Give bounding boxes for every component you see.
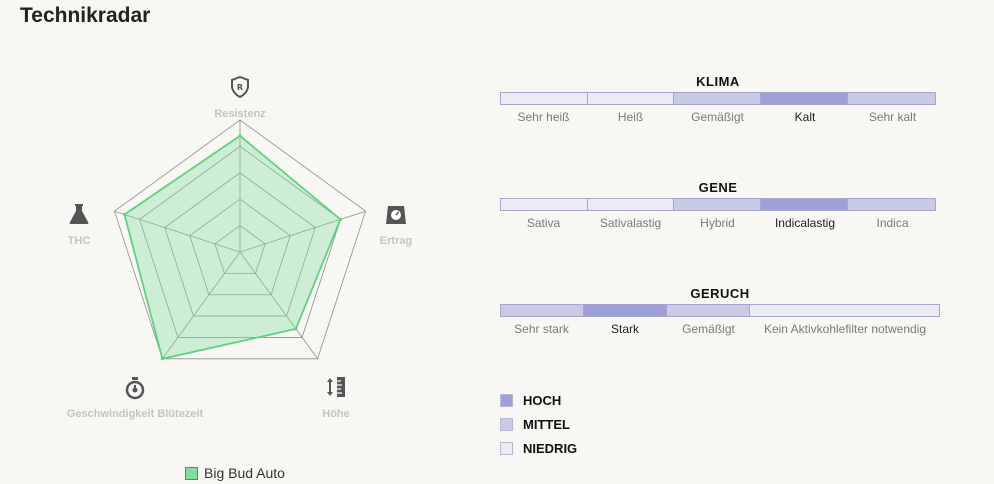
- radar-grid-ring: [214, 225, 266, 274]
- flask-icon: [68, 203, 90, 230]
- radar-spoke: [162, 251, 241, 360]
- scale-segment: [583, 305, 668, 316]
- radar-data-point: [294, 327, 298, 331]
- radar-data-point: [160, 357, 165, 361]
- scale-segment: [501, 93, 588, 104]
- scale-segment-label: Gemäßigt: [682, 322, 735, 336]
- key-swatch-high: [500, 394, 513, 407]
- geruch-scale: GERUCH Sehr stark Stark Gemäßigt Kein Aktiv…: [500, 286, 940, 336]
- gene-scale: GENE Sativa Sativalastig Hybrid Indicalasti…: [500, 180, 936, 230]
- scale-segment: [674, 93, 761, 104]
- klima-scale: KLIMA Sehr heiß Heiß Gemäßigt Kalt Sehr kalt: [500, 74, 936, 124]
- legend-label: Big Bud Auto: [204, 465, 285, 481]
- scale-segment-label: Sativalastig: [599, 216, 662, 230]
- page-title: Technikradar: [20, 4, 151, 27]
- scale-segment: [587, 93, 675, 104]
- scale-segment-label: Sehr heiß: [517, 110, 570, 124]
- radar-spoke: [239, 210, 366, 253]
- height-ruler-icon: [325, 376, 347, 403]
- scale-segment-label: Heiß: [617, 110, 644, 124]
- gene-labels: Sativa Sativalastig Hybrid Indicalastig Indi…: [500, 216, 936, 230]
- scale-segment-label: Sehr kalt: [868, 110, 917, 124]
- scale-segment: [501, 305, 584, 316]
- scale-segment: [501, 199, 588, 210]
- key-swatch-medium: [500, 418, 513, 431]
- scale-segment: [848, 199, 936, 210]
- scale-segment: [587, 199, 675, 210]
- radar-axis-label: Geschwindigkeit Blütezeit: [66, 408, 204, 420]
- radar-grid-ring: [139, 145, 341, 338]
- scale-segment-label: Kein Aktivkohlefilter notwendig: [763, 322, 927, 336]
- radar-data-point: [238, 134, 242, 138]
- scale-segment: [848, 93, 936, 104]
- scale-segment-label: Indicalastig: [774, 216, 836, 230]
- key-high: HOCH: [500, 393, 561, 408]
- svg-text:R: R: [237, 83, 243, 92]
- klima-bar: [500, 92, 936, 105]
- scale-segment-label: Hybrid: [700, 216, 735, 230]
- stopwatch-icon: [124, 376, 146, 405]
- scale-icon: [384, 203, 408, 230]
- radar-data-point: [122, 212, 127, 217]
- radar-grid-ring: [113, 119, 367, 360]
- scale-segment-label: Stark: [610, 322, 639, 336]
- geruch-title: GERUCH: [690, 286, 750, 301]
- radar-series-area: [123, 134, 342, 360]
- key-label-high: HOCH: [523, 393, 562, 408]
- legend-swatch: [185, 466, 198, 480]
- key-low: NIEDRIG: [500, 441, 577, 456]
- radar-axis-label: THC: [67, 235, 91, 247]
- scale-segment: [749, 305, 939, 316]
- radar-grid-ring: [164, 172, 316, 317]
- scale-segment: [760, 199, 849, 210]
- key-label-medium: MITTEL: [523, 417, 570, 432]
- radar-axis-label: Höhe: [322, 408, 350, 420]
- scale-segment-label: Sativa: [526, 216, 561, 230]
- klima-title: KLIMA: [696, 74, 740, 89]
- radar-legend[interactable]: Big Bud Auto: [185, 465, 285, 481]
- scale-segment-label: Sehr stark: [514, 322, 569, 336]
- radar-axis-label: Resistenz: [214, 108, 266, 120]
- scale-segment-label: Indica: [876, 216, 909, 230]
- geruch-bar: [500, 304, 940, 317]
- key-swatch-low: [500, 442, 513, 455]
- radar-data-point: [338, 217, 343, 221]
- scale-segment: [674, 199, 761, 210]
- scale-segment-label: Gemäßigt: [691, 110, 744, 124]
- radar-axis-label: Ertrag: [379, 235, 413, 247]
- klima-labels: Sehr heiß Heiß Gemäßigt Kalt Sehr kalt: [500, 110, 936, 124]
- radar-spoke: [114, 210, 241, 253]
- gene-bar: [500, 198, 936, 211]
- radar-grid-ring: [189, 198, 291, 296]
- radar-spoke: [239, 251, 318, 360]
- scale-segment-label: Kalt: [794, 110, 816, 124]
- radar-chart: [113, 119, 367, 361]
- geruch-labels: Sehr stark Stark Gemäßigt Kein Aktivkohlefi…: [500, 322, 940, 336]
- shield-r-icon: R: [230, 75, 250, 103]
- scale-segment: [760, 93, 849, 104]
- key-label-low: NIEDRIG: [523, 441, 578, 456]
- scale-segment: [667, 305, 750, 316]
- key-medium: MITTEL: [500, 417, 570, 432]
- gene-title: GENE: [698, 180, 738, 195]
